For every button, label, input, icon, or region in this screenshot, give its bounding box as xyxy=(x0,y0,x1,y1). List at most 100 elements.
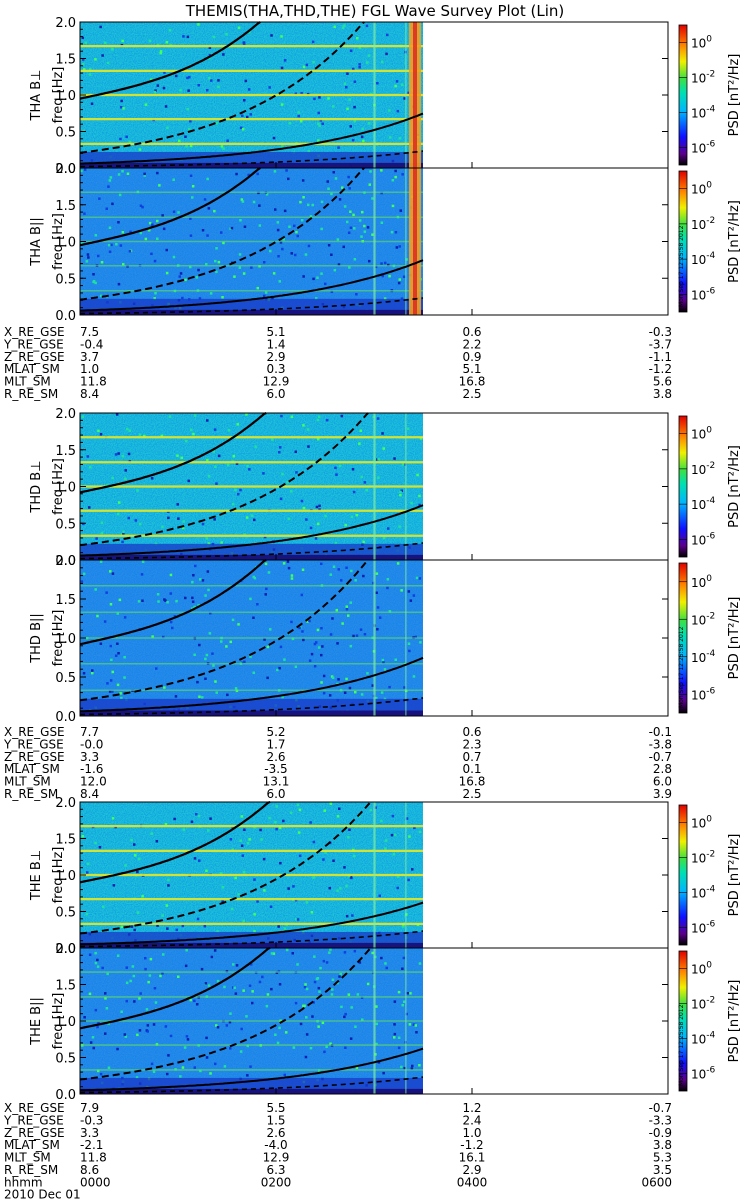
spectrogram-pixel xyxy=(343,691,347,694)
spectrogram-pixel xyxy=(193,653,196,656)
spectrogram-pixel xyxy=(138,1029,142,1032)
spectrogram-pixel xyxy=(161,525,164,529)
spectrogram-pixel xyxy=(302,506,306,510)
spectrogram-pixel xyxy=(187,479,190,483)
spectrogram-pixel xyxy=(303,985,307,989)
spectrogram-pixel xyxy=(321,645,324,648)
spectrogram-pixel xyxy=(371,951,374,955)
spectrogram-pixel xyxy=(292,885,295,888)
spectrogram-pixel xyxy=(317,1025,320,1028)
spectrogram-pixel xyxy=(165,41,169,44)
spectrogram-pixel xyxy=(396,109,400,113)
spectrogram-pixel xyxy=(190,820,194,823)
spectrogram-pixel xyxy=(117,173,121,176)
colorbar-label: PSD [nT²/Hz] xyxy=(727,597,742,680)
spectrogram-pixel xyxy=(307,203,310,207)
spectrogram-pixel xyxy=(159,974,162,978)
ephem-value: -3.8 xyxy=(649,737,672,751)
spectrogram-pixel xyxy=(97,429,100,433)
ephem-value: 0.6 xyxy=(462,325,481,339)
ephem-value: 6.3 xyxy=(266,1163,285,1177)
spectrogram-pixel xyxy=(371,233,374,236)
spectrogram-pixel xyxy=(279,241,283,244)
spectrogram-pixel xyxy=(385,52,388,56)
spectrogram-pixel xyxy=(280,35,283,38)
spectrogram-pixel xyxy=(345,86,348,89)
spectrogram-pixel xyxy=(210,79,213,82)
spectrogram-pixel xyxy=(406,427,410,430)
spectrogram-pixel xyxy=(309,821,312,824)
ephem-value: 0.9 xyxy=(462,350,481,364)
gyro-curve-solid xyxy=(79,21,261,100)
spectrogram-pixel xyxy=(289,811,293,814)
spectrogram-pixel xyxy=(129,230,132,233)
spectrogram-pixel xyxy=(148,39,152,43)
spectrogram-pixel xyxy=(221,296,224,299)
spectrogram-pixel xyxy=(237,893,240,896)
spectrogram-pixel xyxy=(384,839,388,842)
spectrogram-pixel xyxy=(290,574,294,577)
spectrogram-pixel xyxy=(242,42,246,45)
spectrogram-pixel xyxy=(156,84,160,87)
spectrogram-pixel xyxy=(414,635,417,639)
spectrogram-pixel xyxy=(315,641,318,644)
spectrogram-pixel xyxy=(82,129,85,133)
spectrogram-pixel xyxy=(194,564,197,568)
spectrogram-pixel xyxy=(300,499,304,503)
spectrogram-pixel xyxy=(339,887,342,890)
spectrogram-pixel xyxy=(97,1021,100,1025)
spectrogram-pixel xyxy=(361,127,364,131)
spectrogram-pixel xyxy=(232,454,235,458)
spectrogram-pixel xyxy=(337,678,340,681)
spectrogram-pixel xyxy=(204,594,207,597)
spectrogram-pixel xyxy=(103,41,107,44)
ephem-value: 16.8 xyxy=(459,775,486,789)
colorbar-tick-base: 10 xyxy=(691,107,706,121)
spectrogram-pixel xyxy=(120,99,123,103)
colorbar-tick-base: 10 xyxy=(691,852,706,866)
spectrogram-pixel xyxy=(351,468,355,471)
spectrogram-pixel xyxy=(282,562,286,565)
spectrogram-pixel xyxy=(214,1062,217,1066)
spectrogram-pixel xyxy=(91,669,94,672)
spectrogram-pixel xyxy=(297,114,300,118)
ephem-value: 16.1 xyxy=(459,1151,486,1165)
ephem-value: 5.2 xyxy=(266,725,285,739)
ephem-value: 5.1 xyxy=(462,362,481,376)
spectrogram-pixel xyxy=(324,851,327,854)
spectrogram-pixel xyxy=(409,599,413,602)
x-tick-label: 0400 xyxy=(457,1175,488,1189)
spectrogram-pixel xyxy=(116,683,120,687)
spectrogram-pixel xyxy=(196,680,199,684)
spectrogram-pixel xyxy=(215,247,218,250)
spectrogram-pixel xyxy=(391,204,395,208)
spectrogram-pixel xyxy=(317,646,321,649)
spectrogram-pixel xyxy=(249,113,252,116)
gyro-curve-lowest xyxy=(80,930,424,948)
colorbar-tick-exp: -6 xyxy=(706,1066,715,1076)
spectrogram-pixel xyxy=(235,462,239,465)
spectrogram-pixel xyxy=(207,829,210,832)
ephem-value: 0.1 xyxy=(462,762,481,776)
ephem-row-label: MLAT_SM xyxy=(4,762,60,776)
spectrogram-pixel xyxy=(347,874,351,878)
spectrogram-pixel xyxy=(111,690,114,693)
spectrogram-pixel xyxy=(287,517,291,521)
spectrogram-pixel xyxy=(307,244,311,248)
spectrogram-pixel xyxy=(156,171,159,175)
spectrogram-pixel xyxy=(110,658,113,662)
spectrogram-pixel xyxy=(397,281,401,285)
colorbar xyxy=(678,804,688,946)
spectrogram-pixel xyxy=(360,135,364,139)
spectrogram-pixel xyxy=(240,844,244,847)
spectrogram-pixel xyxy=(298,808,302,812)
spectrogram-pixel xyxy=(300,120,303,123)
spectrogram-pixel xyxy=(330,993,334,996)
spectrogram-pixel xyxy=(216,1026,220,1029)
spectrogram-pixel xyxy=(150,832,153,835)
spectrogram-pixel xyxy=(360,235,363,238)
spectrogram-pixel xyxy=(191,596,194,600)
y-tick-label: 1.5 xyxy=(55,53,76,68)
spectrogram-pixel xyxy=(391,814,395,818)
ephem-value: 2.5 xyxy=(462,787,481,801)
